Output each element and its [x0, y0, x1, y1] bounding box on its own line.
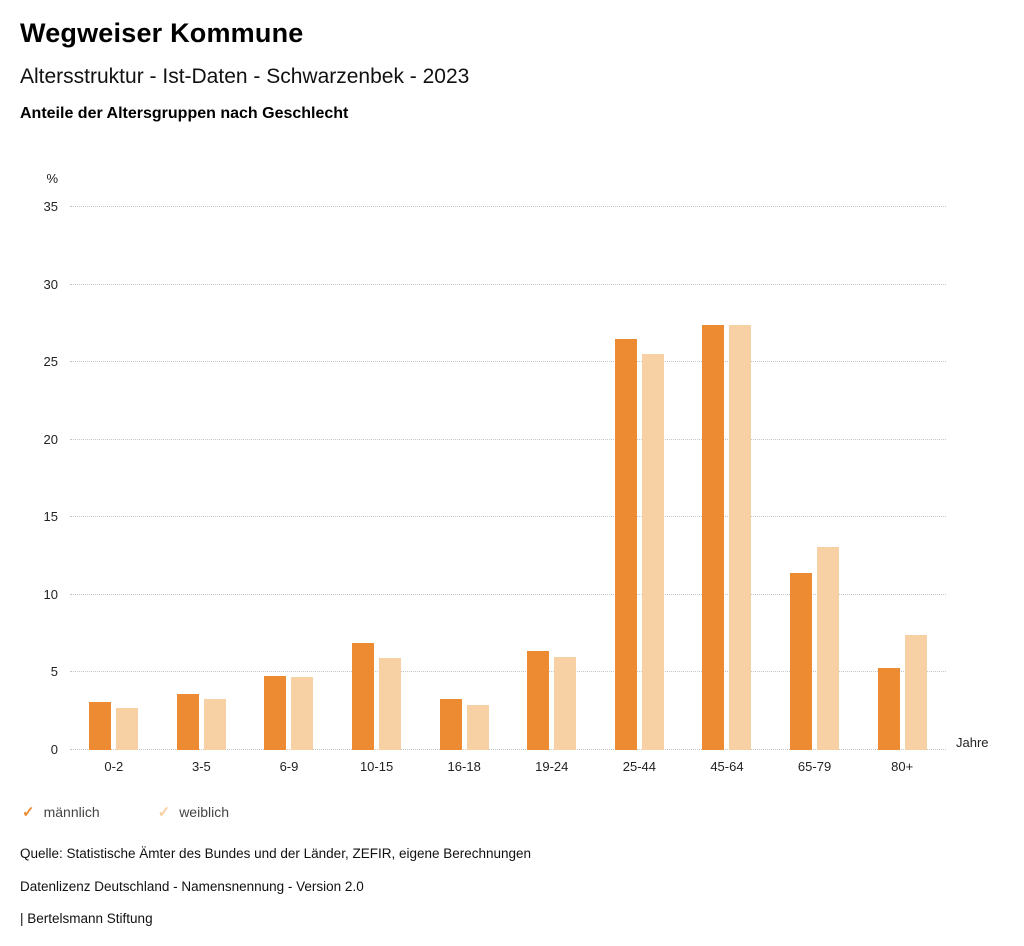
bar-männlich-80+	[877, 667, 900, 750]
bar-weiblich-65-79	[817, 546, 840, 750]
bar-group-25-44	[614, 207, 664, 750]
y-tick-label-0: 0	[50, 742, 58, 757]
gridline-30	[70, 283, 946, 285]
bar-männlich-19-24	[527, 650, 550, 750]
bar-männlich-16-18	[439, 698, 462, 750]
gridline-20	[70, 438, 946, 440]
bar-groups	[70, 207, 946, 750]
legend-item-weiblich[interactable]: ✓ weiblich	[158, 804, 229, 820]
bar-männlich-10-15	[352, 642, 375, 750]
bar-männlich-25-44	[614, 338, 637, 750]
x-label-25-44: 25-44	[622, 759, 656, 774]
bar-group-6-9	[264, 207, 314, 750]
gridline-15	[70, 516, 946, 518]
bar-männlich-45-64	[702, 324, 725, 750]
plot-area-wrap: % 0 5 10 15 20 25 30 35 0-2 3-5 6-9 10-15 16-18 19-2…	[44, 171, 989, 774]
bar-weiblich-3-5	[203, 698, 226, 750]
y-tick-label-30: 30	[43, 276, 58, 292]
x-label-45-64: 45-64	[710, 759, 744, 774]
bar-weiblich-16-18	[466, 705, 489, 750]
bar-weiblich-45-64	[729, 324, 752, 750]
bar-weiblich-19-24	[554, 656, 577, 750]
x-label-80+: 80+	[891, 759, 914, 774]
bar-männlich-3-5	[176, 694, 199, 750]
bar-männlich-6-9	[264, 675, 287, 750]
x-label-0-2: 0-2	[104, 759, 124, 774]
y-tick-label-15: 15	[43, 509, 58, 525]
legend-item-männlich[interactable]: ✓ männlich	[22, 804, 100, 820]
x-axis-labels: 0-2 3-5 6-9 10-15 16-18 19-24 25-44 45-64 65-79 8…	[70, 759, 946, 774]
bar-group-80+	[877, 207, 927, 750]
source-note: Quelle: Statistische Ämter des Bundes un…	[20, 846, 532, 861]
y-tick-label-25: 25	[43, 354, 58, 370]
plot-area: % 0 5 10 15 20 25 30 35	[44, 171, 946, 757]
y-axis-unit-label: %	[46, 171, 58, 186]
bar-group-19-24	[527, 207, 577, 750]
y-tick-label-20: 20	[43, 431, 58, 447]
license-note: Datenlizenz Deutschland - Namensnennung …	[20, 878, 364, 894]
x-label-16-18: 16-18	[447, 759, 481, 774]
check-icon: ✓	[22, 803, 35, 821]
bar-group-65-79	[790, 207, 840, 750]
gridline-10	[70, 593, 946, 595]
bar-group-0-2	[89, 207, 139, 750]
x-label-10-15: 10-15	[359, 759, 394, 774]
x-axis-title: Jahre	[956, 735, 989, 750]
gridline-35	[70, 206, 946, 207]
bar-weiblich-6-9	[291, 677, 314, 750]
gridline-25	[70, 361, 946, 363]
legend-label: weiblich	[179, 804, 229, 820]
attribution-note: | Bertelsmann Stiftung	[20, 911, 153, 926]
x-label-19-24: 19-24	[535, 759, 569, 774]
bar-group-3-5	[176, 207, 226, 750]
gridline-5	[70, 671, 946, 673]
page-title: Wegweiser Kommune	[20, 18, 304, 48]
y-tick-label-10: 10	[43, 586, 58, 602]
bar-weiblich-0-2	[116, 708, 139, 750]
bar-weiblich-80+	[904, 635, 927, 750]
bar-group-16-18	[439, 207, 489, 750]
chart-heading: Anteile der Altersgruppen nach Geschlech…	[20, 105, 349, 122]
bar-group-10-15	[352, 207, 402, 750]
bar-weiblich-25-44	[641, 354, 664, 750]
gridline-0	[70, 749, 946, 750]
y-tick-label-5: 5	[50, 664, 58, 680]
legend-label: männlich	[43, 804, 100, 820]
check-icon: ✓	[157, 803, 171, 821]
y-tick-label-35: 35	[43, 199, 58, 214]
bar-männlich-65-79	[790, 573, 813, 750]
bar-chart: % 0 5 10 15 20 25 30 35 0-2 3-5 6-9 10-15 16-18 19-2…	[20, 169, 1004, 774]
chart-legend: ✓ männlich ✓ weiblich	[20, 804, 1004, 820]
chart-subtitle: Altersstruktur - Ist-Daten - Schwarzenbe…	[20, 65, 470, 88]
bar-weiblich-10-15	[379, 658, 402, 750]
x-label-6-9: 6-9	[279, 759, 299, 774]
x-label-3-5: 3-5	[191, 759, 211, 774]
bar-männlich-0-2	[89, 701, 112, 750]
footer: Quelle: Statistische Ämter des Bundes un…	[20, 846, 1004, 926]
bar-group-45-64	[702, 207, 752, 750]
x-label-65-79: 65-79	[797, 759, 832, 774]
